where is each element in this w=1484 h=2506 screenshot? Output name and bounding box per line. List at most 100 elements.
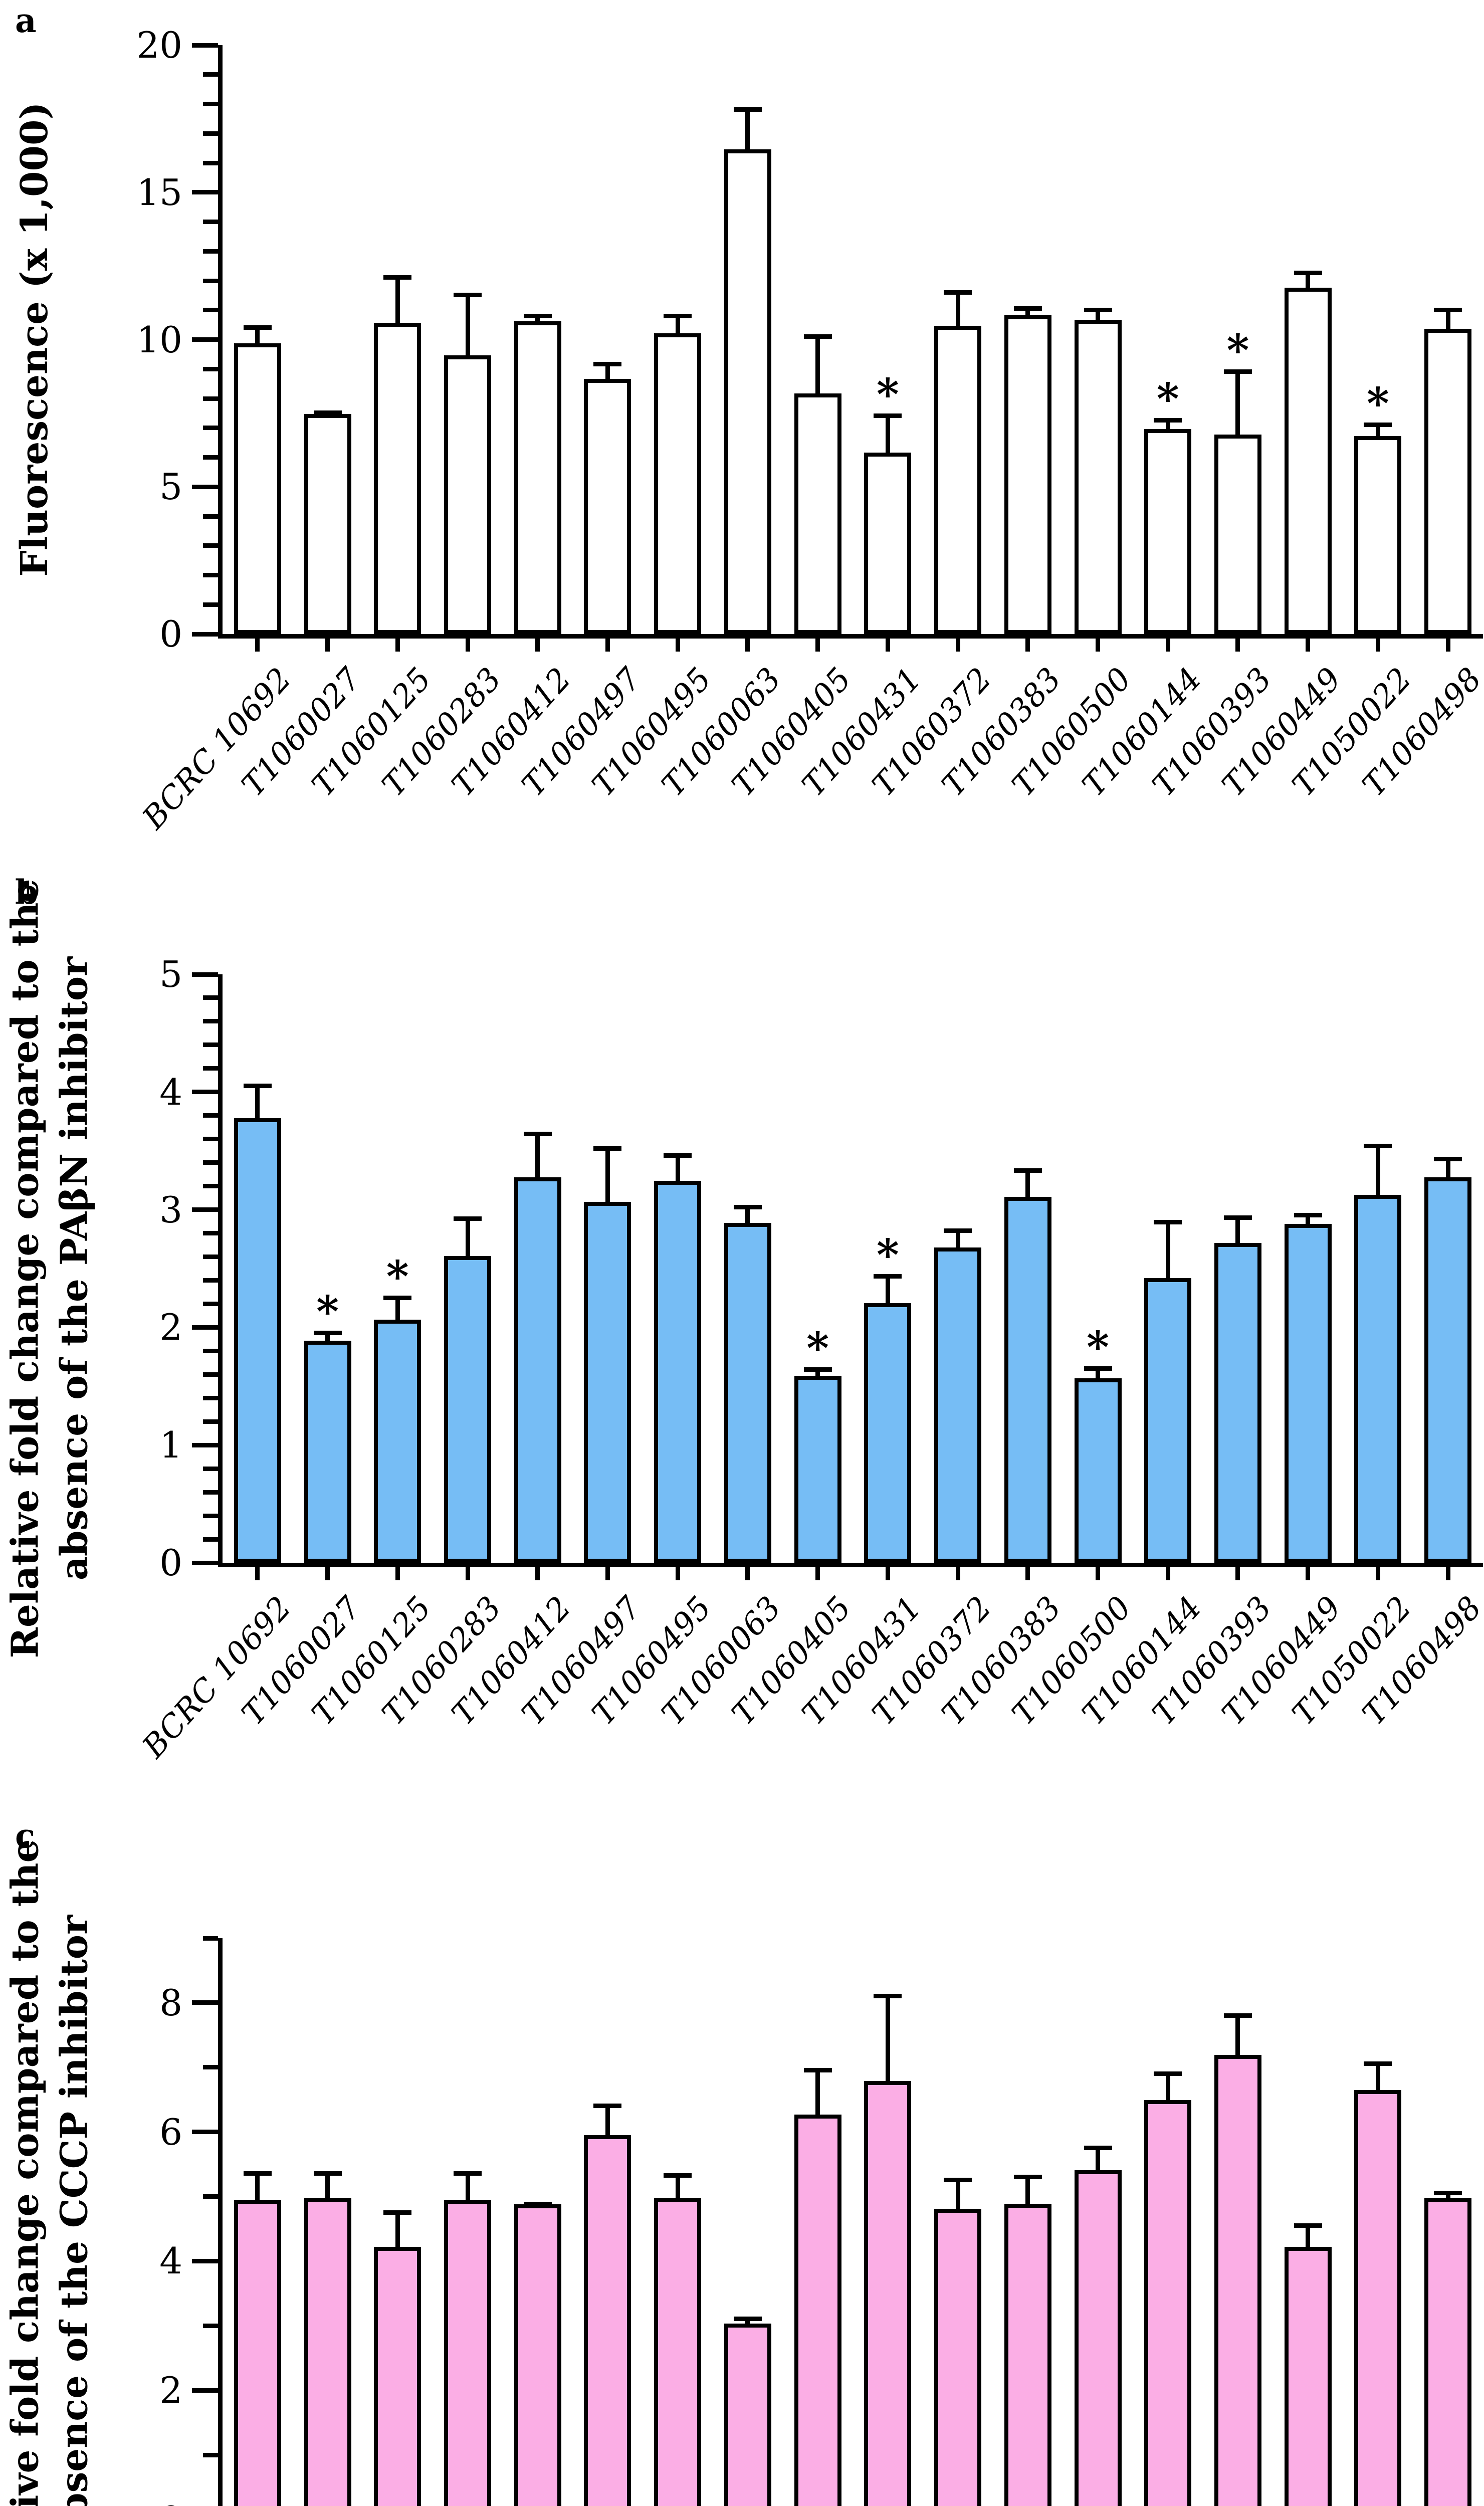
error-bar-cap [523,2202,552,2207]
error-bar-cap [313,1331,342,1336]
x-tick [255,1567,260,1580]
error-bar-cap [1434,2191,1462,2196]
error-bar [1235,2015,1240,2058]
bar [444,2200,492,2506]
y-tick-label: 4 [159,2240,182,2282]
x-tick [605,639,610,652]
error-bar [1025,1171,1030,1200]
bar [514,1177,561,1563]
bar [1004,2204,1051,2506]
bar [1214,2055,1261,2506]
error-bar-cap [874,1994,902,1998]
error-bar [745,110,750,152]
error-bar [535,1134,540,1180]
x-tick [1375,639,1380,652]
y-tick-label: 20 [136,24,182,66]
bar [1004,315,1051,634]
x-tick [955,1567,960,1580]
error-bar [955,292,960,329]
error-bar [1096,310,1101,323]
x-tick [885,1567,890,1580]
bar [304,414,351,634]
x-tick [745,1567,750,1580]
error-bar-cap [664,1153,692,1158]
error-bar-cap [1013,1168,1042,1173]
error-bar-cap [1294,2223,1322,2228]
bar [374,2247,421,2506]
error-bar [675,1155,680,1184]
plot-area: 02468 [159,1936,1483,2506]
error-bar-cap [874,413,902,419]
error-bar-cap [1084,1366,1112,1371]
y-tick-label: 6 [159,2111,182,2153]
x-tick [1375,1567,1380,1580]
error-bar [465,295,470,358]
x-tick [325,639,330,652]
y-major-tick [192,2258,218,2263]
y-minor-tick [203,543,218,548]
y-minor-tick [203,278,218,283]
y-tick-label: 15 [136,171,182,214]
error-bar-cap [1223,2013,1252,2018]
x-tick [1165,1567,1170,1580]
y-minor-tick [203,426,218,431]
y-tick-label: 4 [159,1071,182,1113]
y-minor-tick [203,1395,218,1400]
x-tick [815,1567,820,1580]
error-bar-cap [733,2317,762,2322]
error-bar [1025,2177,1030,2207]
x-tick [1096,1567,1101,1580]
y-minor-tick [203,2194,218,2199]
x-tick [605,1567,610,1580]
y-minor-tick [203,1019,218,1024]
error-bar [815,1369,820,1379]
error-bar [395,1298,400,1323]
error-bar [325,1333,330,1344]
error-bar-cap [803,1367,832,1372]
error-bar-cap [243,2171,272,2176]
error-bar-cap [313,410,342,415]
error-bar-cap [1294,271,1322,276]
error-bar [1165,421,1170,432]
significance-asterisk: * [876,369,899,421]
bar [1284,288,1332,634]
y-minor-tick [203,995,218,1000]
x-tick [675,1567,680,1580]
error-bar-cap [664,2173,692,2178]
panel-letter-b: b [15,873,39,912]
error-bar-cap [523,1132,552,1137]
panel-letter-c: c [15,1816,36,1855]
y-minor-tick [203,455,218,460]
significance-asterisk: * [876,1230,899,1281]
y-minor-tick [203,366,218,371]
x-tick [1235,639,1240,652]
error-bar-cap [243,325,272,330]
y-minor-tick [203,1490,218,1495]
y-major-tick [192,1207,218,1212]
y-major-tick [192,43,218,48]
error-bar-cap [1294,1213,1322,1218]
panel-letter-a: a [15,1,37,40]
error-bar [1445,1159,1450,1180]
error-bar [255,1086,260,1122]
y-major-tick [192,632,218,637]
significance-asterisk: * [1226,325,1249,376]
y-minor-tick [203,573,218,577]
y-minor-tick [203,308,218,313]
y-tick-label: 0 [159,1542,182,1584]
bar [1074,2170,1122,2506]
error-bar [745,2319,750,2327]
y-tick-label: 0 [159,613,182,655]
error-bar [1165,2073,1170,2104]
error-bar [1165,1222,1170,1282]
error-bar [395,2212,400,2250]
y-minor-tick [203,131,218,136]
bar [374,1320,421,1563]
error-bar [955,2180,960,2212]
error-bar-cap [803,2068,832,2073]
error-bar [1096,2148,1101,2173]
y-major-tick [192,190,218,195]
error-bar-cap [1084,2145,1112,2150]
error-bar [395,278,400,326]
bar [1284,2247,1332,2506]
